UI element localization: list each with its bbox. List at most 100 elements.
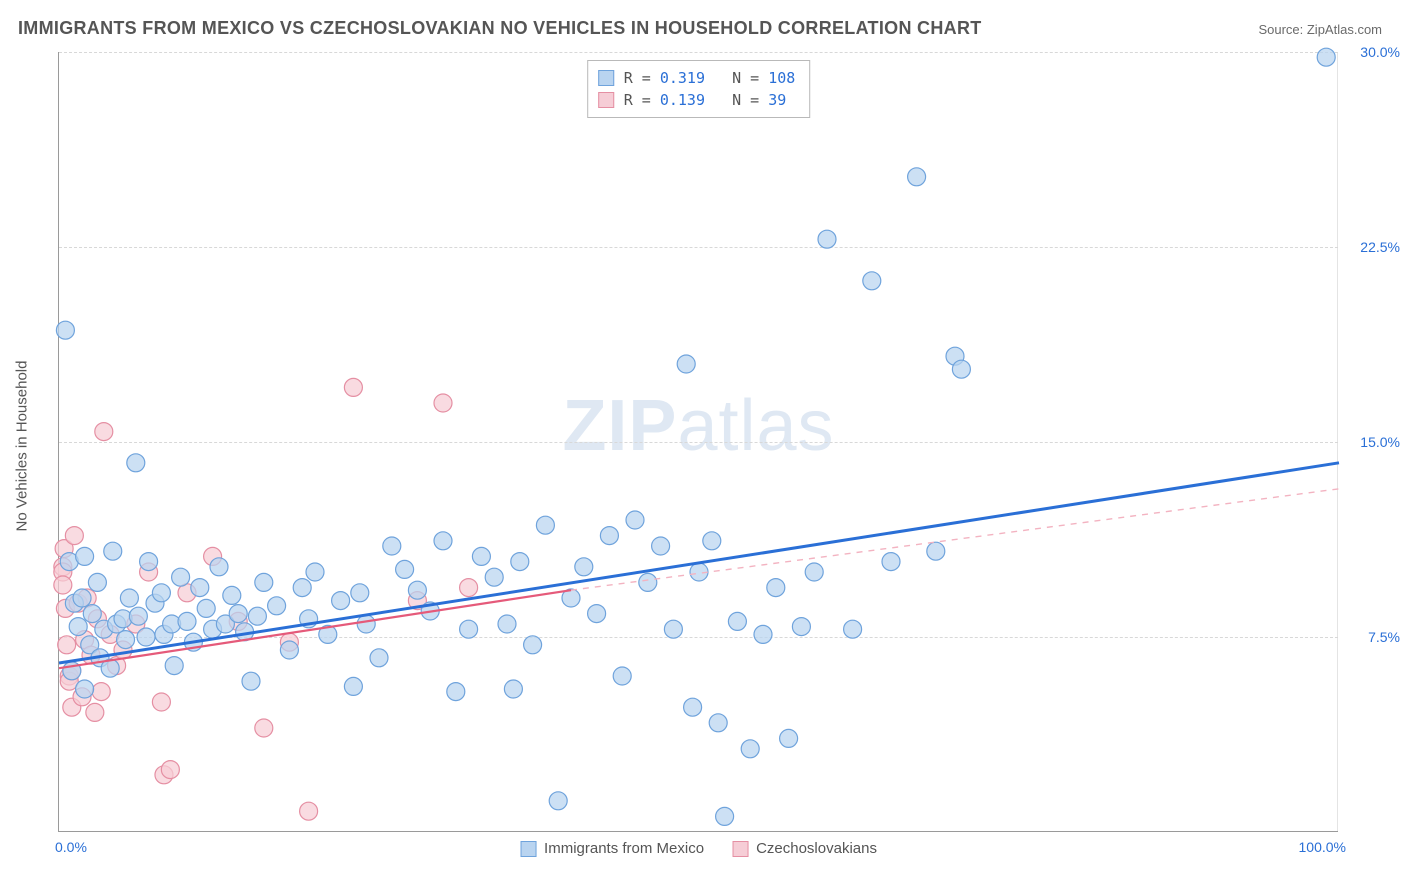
data-point	[754, 625, 772, 643]
x-tick-right: 100.0%	[1299, 839, 1346, 855]
data-point	[1317, 48, 1335, 66]
legend-swatch	[520, 841, 536, 857]
data-point	[332, 592, 350, 610]
data-point	[863, 272, 881, 290]
data-point	[293, 579, 311, 597]
data-point	[684, 698, 702, 716]
trend-line	[59, 463, 1339, 663]
chart-title: IMMIGRANTS FROM MEXICO VS CZECHOSLOVAKIA…	[18, 18, 982, 39]
data-point	[844, 620, 862, 638]
data-point	[460, 579, 478, 597]
data-point	[86, 703, 104, 721]
data-point	[780, 729, 798, 747]
legend-stat: R = 0.319 N = 108	[624, 67, 796, 89]
data-point	[58, 636, 76, 654]
data-point	[344, 378, 362, 396]
data-point	[344, 677, 362, 695]
data-point	[818, 230, 836, 248]
legend-item: Immigrants from Mexico	[520, 840, 704, 857]
data-point	[600, 527, 618, 545]
scatter-svg	[59, 52, 1338, 831]
data-point	[104, 542, 122, 560]
data-point	[652, 537, 670, 555]
data-point	[229, 605, 247, 623]
data-point	[716, 807, 734, 825]
data-point	[197, 599, 215, 617]
data-point	[626, 511, 644, 529]
data-point	[280, 641, 298, 659]
legend-stat: R = 0.139 N = 39	[624, 89, 787, 111]
data-point	[127, 454, 145, 472]
data-point	[137, 628, 155, 646]
data-point	[76, 680, 94, 698]
data-point	[210, 558, 228, 576]
data-point	[54, 576, 72, 594]
data-point	[172, 568, 190, 586]
data-point	[152, 584, 170, 602]
data-point	[485, 568, 503, 586]
data-point	[383, 537, 401, 555]
data-point	[76, 547, 94, 565]
legend-label: Immigrants from Mexico	[544, 840, 704, 857]
data-point	[549, 792, 567, 810]
data-point	[370, 649, 388, 667]
data-point	[664, 620, 682, 638]
data-point	[575, 558, 593, 576]
legend-swatch	[732, 841, 748, 857]
data-point	[306, 563, 324, 581]
data-point	[408, 581, 426, 599]
data-point	[952, 360, 970, 378]
data-point	[351, 584, 369, 602]
source-label: Source: ZipAtlas.com	[1258, 22, 1382, 37]
data-point	[882, 553, 900, 571]
data-point	[536, 516, 554, 534]
data-point	[117, 631, 135, 649]
data-point	[255, 573, 273, 591]
y-tick-label: 7.5%	[1344, 629, 1400, 645]
data-point	[152, 693, 170, 711]
data-point	[165, 657, 183, 675]
data-point	[728, 612, 746, 630]
data-point	[65, 527, 83, 545]
data-point	[268, 597, 286, 615]
data-point	[140, 553, 158, 571]
data-point	[129, 607, 147, 625]
data-point	[767, 579, 785, 597]
data-point	[396, 560, 414, 578]
data-point	[120, 589, 138, 607]
legend-series: Immigrants from Mexico Czechoslovakians	[520, 840, 877, 857]
data-point	[524, 636, 542, 654]
y-tick-label: 22.5%	[1344, 239, 1400, 255]
data-point	[73, 589, 91, 607]
data-point	[161, 761, 179, 779]
data-point	[56, 321, 74, 339]
data-point	[95, 423, 113, 441]
data-point	[357, 615, 375, 633]
data-point	[498, 615, 516, 633]
data-point	[300, 802, 318, 820]
data-point	[639, 573, 657, 591]
legend-row: R = 0.139 N = 39	[598, 89, 796, 111]
data-point	[83, 605, 101, 623]
data-point	[248, 607, 266, 625]
legend-row: R = 0.319 N = 108	[598, 67, 796, 89]
data-point	[805, 563, 823, 581]
y-tick-label: 15.0%	[1344, 434, 1400, 450]
data-point	[703, 532, 721, 550]
data-point	[178, 612, 196, 630]
data-point	[434, 532, 452, 550]
legend-stats: R = 0.319 N = 108R = 0.139 N = 39	[587, 60, 811, 118]
legend-item: Czechoslovakians	[732, 840, 877, 857]
data-point	[69, 618, 87, 636]
data-point	[88, 573, 106, 591]
data-point	[434, 394, 452, 412]
plot-area: ZIPatlas 7.5%15.0%22.5%30.0% 0.0% 100.0%…	[58, 52, 1338, 832]
legend-swatch	[598, 92, 614, 108]
data-point	[908, 168, 926, 186]
data-point	[792, 618, 810, 636]
data-point	[741, 740, 759, 758]
data-point	[460, 620, 478, 638]
data-point	[223, 586, 241, 604]
y-axis-label: No Vehicles in Household	[14, 361, 31, 532]
data-point	[191, 579, 209, 597]
